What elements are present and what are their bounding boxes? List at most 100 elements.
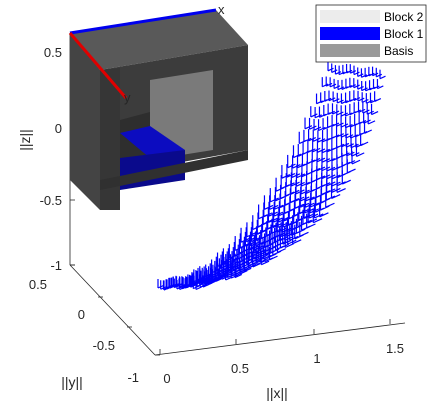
quiver-arrow (351, 152, 360, 157)
quiver-arrow (284, 235, 294, 242)
legend-label-block-1: Block 1 (384, 27, 424, 41)
quiver-arrow (331, 194, 341, 200)
quiver-arrow (307, 218, 318, 224)
quiver-arrow (350, 134, 359, 139)
quiver-arrow (322, 83, 329, 88)
quiver-arrow (336, 111, 344, 116)
y-tick-label: -0.5 (93, 338, 115, 353)
quiver-arrow (335, 71, 342, 75)
quiver-arrow (326, 174, 336, 180)
quiver-arrow (364, 129, 372, 134)
quiver-arrow (341, 152, 350, 157)
quiver-arrow (372, 72, 379, 77)
quiver-arrow (282, 239, 292, 245)
quiver-arrow (306, 223, 316, 229)
z-tick-label: 0.5 (44, 45, 62, 60)
quiver-arrow (353, 109, 361, 114)
y-tick-label: 0 (78, 307, 85, 322)
quiver-arrow (326, 166, 336, 172)
quiver-arrow (331, 181, 341, 187)
quiver-arrow (365, 87, 372, 92)
quiver-arrow (312, 147, 321, 153)
quiver-arrow (316, 175, 326, 181)
quiver-arrow (303, 137, 312, 143)
y-axis-label: ||y|| (61, 374, 83, 390)
quiver-arrow (287, 239, 297, 245)
quiver-arrow (314, 213, 324, 219)
quiver-arrow (346, 69, 353, 74)
quiver-arrow (346, 160, 356, 165)
quiver-arrow (316, 100, 323, 105)
quiver-arrow (277, 248, 286, 253)
basis-front-column (100, 68, 120, 210)
quiver-arrow (364, 73, 371, 78)
quiver-arrow (342, 70, 349, 75)
quiver-arrow (321, 158, 331, 163)
y-tick-label: 0.5 (29, 277, 47, 292)
quiver-arrow (225, 276, 233, 281)
quiver-arrow (313, 218, 323, 224)
quiver-arrow (342, 179, 351, 185)
quiver-arrow (340, 123, 349, 128)
quiver-arrow (353, 84, 360, 89)
x-axis-label: ||x|| (266, 385, 288, 401)
quiver-arrow (284, 243, 294, 249)
frame-y-label: y (124, 90, 131, 105)
quiver-arrow (327, 123, 335, 129)
quiver-arrow (357, 73, 364, 77)
quiver-arrow (340, 133, 349, 138)
quiver-arrow (215, 277, 223, 282)
quiver-arrow (205, 282, 213, 287)
quiver-arrow (368, 72, 375, 77)
quiver-arrow (345, 134, 354, 139)
quiver-arrow (316, 157, 326, 163)
quiver-arrow (345, 85, 353, 89)
legend-swatch-block-2 (320, 10, 380, 23)
legend-label-basis: Basis (384, 44, 413, 58)
quiver-arrow (307, 148, 316, 153)
quiver-arrow (326, 158, 336, 163)
quiver-arrow (337, 99, 344, 104)
quiver-arrow (328, 97, 336, 102)
quiver-arrow (345, 124, 353, 129)
quiver-arrow (304, 125, 313, 130)
tick-labels: 0.50-0.5-10.50-0.5-1 00.511.5 (29, 45, 404, 386)
x-tick-label: 1.5 (386, 341, 404, 356)
quiver-arrow (261, 260, 270, 266)
x-tick-label: 0 (163, 371, 170, 386)
z-tick-label: -1 (50, 258, 62, 273)
quiver-arrow (350, 70, 357, 74)
z-tick-label: -0.5 (40, 193, 62, 208)
quiver-arrow (269, 255, 278, 261)
quiver-arrow (351, 159, 361, 165)
quiver-arrow (310, 113, 318, 118)
quiver-arrow (316, 166, 326, 172)
x-tick-label: 1 (313, 351, 320, 366)
quiver-arrow (360, 141, 369, 147)
quiver-arrow (325, 202, 335, 208)
x-tick-label: 0.5 (231, 361, 249, 376)
quiver-arrow (317, 138, 326, 143)
quiver-arrow (331, 134, 340, 139)
quiver-arrow (318, 126, 326, 132)
quiver-arrow (317, 148, 326, 153)
quiver-arrow (280, 243, 290, 249)
quiver-arrow (379, 75, 386, 80)
quiver-arrow (314, 114, 322, 119)
quiver-arrow (321, 174, 331, 180)
quiver-arrow (243, 267, 252, 273)
quiver-arrow (322, 148, 331, 154)
quiver-arrow (326, 195, 336, 201)
legend[interactable]: Block 2 Block 1 Basis (315, 4, 427, 63)
quiver-arrow (350, 143, 359, 149)
quiver-arrow (346, 151, 355, 157)
quiver-arrow (376, 73, 383, 78)
quiver-arrow (371, 111, 379, 116)
basis-left-side (70, 33, 100, 210)
quiver-arrow (312, 157, 321, 163)
quiver-arrow (329, 83, 337, 88)
quiver-arrow (308, 137, 317, 142)
quiver-arrow (332, 110, 340, 115)
quiver-arrow (311, 167, 321, 173)
quiver-arrow (357, 85, 364, 90)
